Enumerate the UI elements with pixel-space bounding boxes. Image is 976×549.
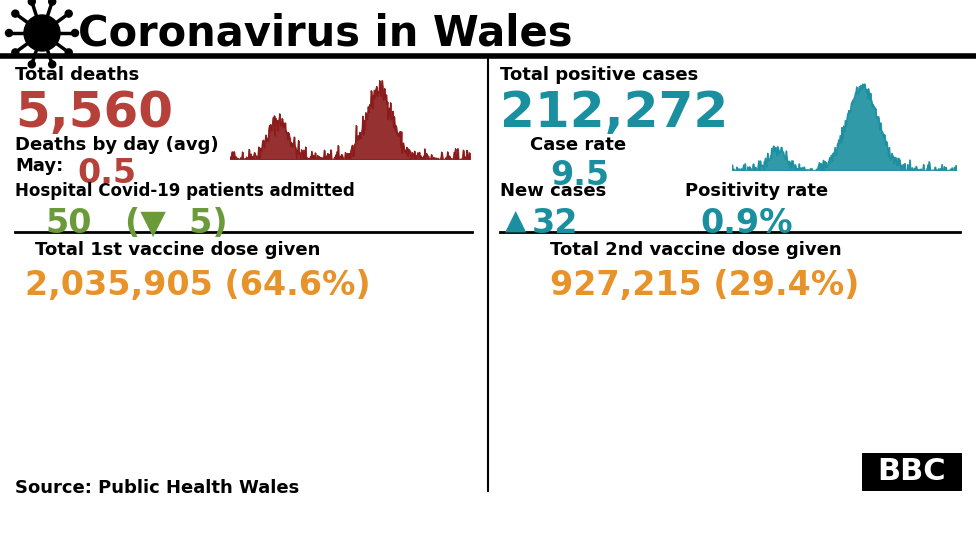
Text: New cases: New cases (500, 182, 606, 200)
Text: 0.5: 0.5 (77, 157, 136, 190)
Text: Total positive cases: Total positive cases (500, 66, 698, 84)
Circle shape (6, 30, 13, 36)
Text: 927,215 (29.4%): 927,215 (29.4%) (550, 269, 860, 302)
Circle shape (12, 10, 19, 17)
Text: Deaths by day (avg): Deaths by day (avg) (15, 136, 219, 154)
FancyBboxPatch shape (862, 453, 962, 491)
Circle shape (28, 0, 35, 5)
Circle shape (12, 49, 19, 56)
Text: Coronavirus in Wales: Coronavirus in Wales (78, 12, 573, 54)
Text: (▼  5): (▼ 5) (125, 207, 227, 240)
Text: 9.5: 9.5 (550, 159, 609, 192)
Text: Total 2nd vaccine dose given: Total 2nd vaccine dose given (550, 241, 841, 259)
Text: 0.9%: 0.9% (700, 207, 793, 240)
Text: Total 1st vaccine dose given: Total 1st vaccine dose given (35, 241, 320, 259)
Text: 212,272: 212,272 (500, 89, 728, 137)
Text: 50: 50 (45, 207, 92, 240)
Circle shape (28, 61, 35, 68)
Text: ▲: ▲ (505, 207, 526, 235)
Circle shape (65, 49, 72, 56)
Text: Total deaths: Total deaths (15, 66, 140, 84)
Circle shape (49, 61, 56, 68)
Text: BBC: BBC (877, 457, 947, 486)
Text: Source: Public Health Wales: Source: Public Health Wales (15, 479, 300, 497)
Circle shape (71, 30, 78, 36)
Text: Hospital Covid-19 patients admitted: Hospital Covid-19 patients admitted (15, 182, 354, 200)
Circle shape (49, 0, 56, 5)
Text: Case rate: Case rate (530, 136, 627, 154)
Text: 2,035,905 (64.6%): 2,035,905 (64.6%) (25, 269, 371, 302)
Text: May:: May: (15, 157, 63, 175)
Text: Positivity rate: Positivity rate (685, 182, 828, 200)
Text: 5,560: 5,560 (15, 89, 173, 137)
Circle shape (24, 15, 60, 51)
Text: 32: 32 (532, 207, 579, 240)
Circle shape (65, 10, 72, 17)
